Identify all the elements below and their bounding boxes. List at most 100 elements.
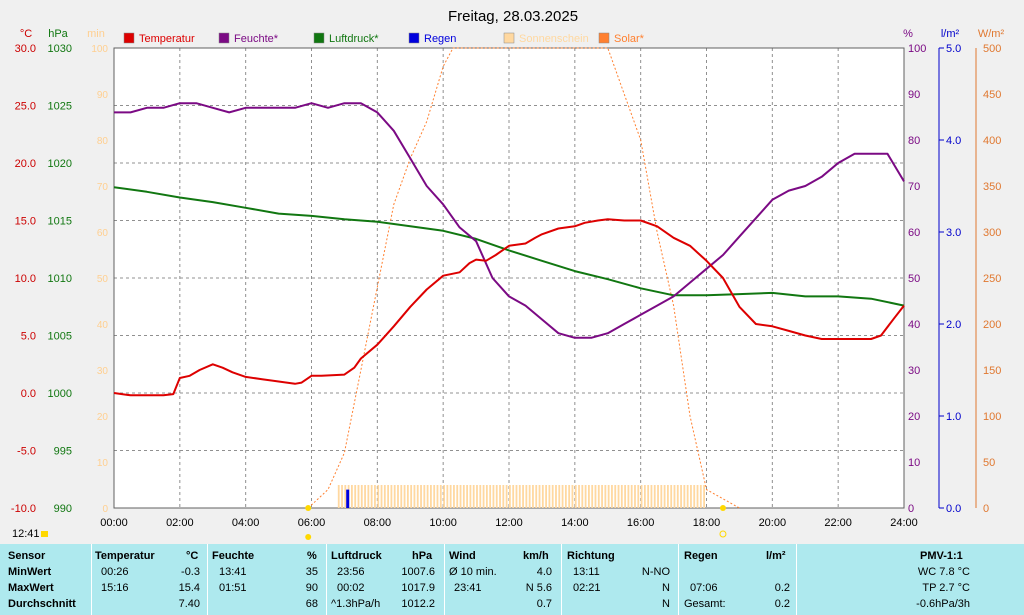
rain-total-label: Gesamt: — [684, 598, 726, 610]
sunshine-tick-label: 10 — [97, 458, 109, 469]
sunshine-bar — [703, 485, 706, 508]
temp-tick-label: 0.0 — [21, 388, 36, 400]
min-humidity-value: 35 — [305, 566, 318, 578]
sunshine-bar — [541, 485, 544, 508]
sunshine-bar — [667, 485, 669, 508]
right-unit-label: % — [903, 28, 913, 40]
sunshine-bar — [558, 485, 561, 508]
sunshine-bar — [597, 485, 600, 508]
legend-label: Solar* — [614, 33, 645, 45]
sunshine-bar — [518, 485, 521, 508]
solar-tick-label: 400 — [983, 135, 1001, 147]
sunshine-bar — [380, 485, 383, 508]
sunshine-bar — [377, 485, 380, 508]
time-tick-label: 14:00 — [561, 517, 589, 529]
legend-swatch — [503, 32, 515, 44]
humidity-tick-label: 30 — [908, 365, 920, 377]
sunshine-tick-label: 90 — [97, 90, 109, 101]
sunshine-bar — [591, 485, 594, 508]
sunshine-bar — [469, 485, 472, 508]
rain-bar — [346, 489, 350, 508]
rain-tick-label: 0.0 — [946, 503, 961, 515]
sunshine-bar — [650, 485, 653, 508]
left-unit-label: °C — [20, 28, 32, 40]
grid-lines — [113, 47, 905, 509]
legend-label: Feuchte* — [234, 33, 279, 45]
sunshine-bar — [627, 485, 630, 508]
sunshine-bar — [462, 485, 465, 508]
sunshine-bar — [604, 485, 607, 508]
temp-tick-label: 10.0 — [15, 273, 36, 285]
solar-tick-label: 500 — [983, 43, 1001, 55]
sunshine-bar — [670, 485, 673, 508]
sunrise-icon — [305, 505, 312, 511]
humidity-tick-label: 60 — [908, 227, 920, 239]
pmv-wc: WC 7.8 °C — [917, 566, 970, 578]
row-label-avg: Durchschnitt — [8, 598, 76, 610]
sunshine-bar — [699, 485, 702, 508]
sunshine-bar — [686, 485, 689, 508]
legend-swatch — [123, 32, 135, 44]
sunset-marker-icon — [719, 530, 727, 538]
sunshine-bar — [357, 485, 360, 508]
sunshine-bar — [515, 485, 518, 508]
sunshine-bar — [426, 485, 429, 508]
sunshine-bar — [403, 485, 406, 508]
temp-tick-label: -10.0 — [11, 503, 36, 515]
sunshine-tick-label: 60 — [97, 228, 109, 239]
sunshine-bar — [680, 485, 682, 508]
min-direction-value: N-NO — [641, 566, 670, 578]
avg-pressure-value: 1012.2 — [401, 598, 435, 610]
sunshine-bar — [574, 485, 577, 508]
header-sensor: Sensor — [8, 550, 46, 562]
sunshine-bar — [354, 485, 357, 508]
sunshine-bar — [555, 485, 557, 508]
sunshine-bar — [624, 485, 627, 508]
right-unit-label: l/m² — [941, 28, 960, 40]
temp-tick-label: -5.0 — [17, 446, 36, 458]
rain-tick-label: 5.0 — [946, 43, 961, 55]
rain-tick-label: 4.0 — [946, 135, 961, 147]
temp-tick-label: 5.0 — [21, 331, 36, 343]
pressure-tick-label: 1010 — [48, 273, 72, 285]
legend-swatch — [313, 32, 325, 44]
pressure-tick-label: 990 — [54, 503, 72, 515]
sunshine-bar — [676, 485, 679, 508]
time-tick-label: 12:00 — [495, 517, 523, 529]
sunshine-bar — [551, 485, 554, 508]
sunset-icon — [719, 505, 726, 511]
avg-temp-value: 7.40 — [178, 598, 200, 610]
temperature-line — [113, 218, 905, 397]
pressure-tick-label: 1005 — [48, 331, 72, 343]
header-rain: Regen — [684, 550, 718, 562]
sunshine-bar — [472, 485, 475, 508]
sunshine-bar — [696, 485, 699, 508]
max-rain-time: 07:06 — [690, 582, 718, 594]
avg-wind-value: 0.7 — [536, 598, 552, 610]
sunshine-bar — [479, 485, 482, 508]
solar-tick-label: 250 — [983, 273, 1001, 285]
sunshine-bar — [492, 485, 495, 508]
sunshine-bar — [446, 485, 449, 508]
sunshine-bar — [564, 485, 567, 508]
avg-pressure-trend: ^1.3hPa/h — [331, 598, 381, 610]
sunshine-bar — [351, 485, 353, 508]
sunshine-tick-label: 40 — [97, 320, 109, 331]
sunshine-bar — [614, 485, 617, 508]
sunshine-bar — [367, 485, 370, 508]
solar-tick-label: 350 — [983, 181, 1001, 193]
sunshine-bar — [456, 485, 459, 508]
sunshine-bar — [660, 485, 663, 508]
sunshine-bar — [663, 485, 666, 508]
current-time-label: 12:41 — [12, 528, 40, 540]
solar-line — [307, 47, 740, 509]
min-humidity-time: 13:41 — [219, 566, 247, 578]
sunshine-bar — [476, 485, 478, 508]
sunshine-bar — [397, 485, 399, 508]
legend-swatch — [598, 32, 610, 44]
sunshine-bar — [634, 485, 636, 508]
max-direction-value: N — [662, 582, 670, 594]
header-humidity: Feuchte — [212, 550, 255, 562]
sunshine-tick-label: 30 — [97, 366, 109, 377]
sunshine-bar — [436, 485, 439, 508]
